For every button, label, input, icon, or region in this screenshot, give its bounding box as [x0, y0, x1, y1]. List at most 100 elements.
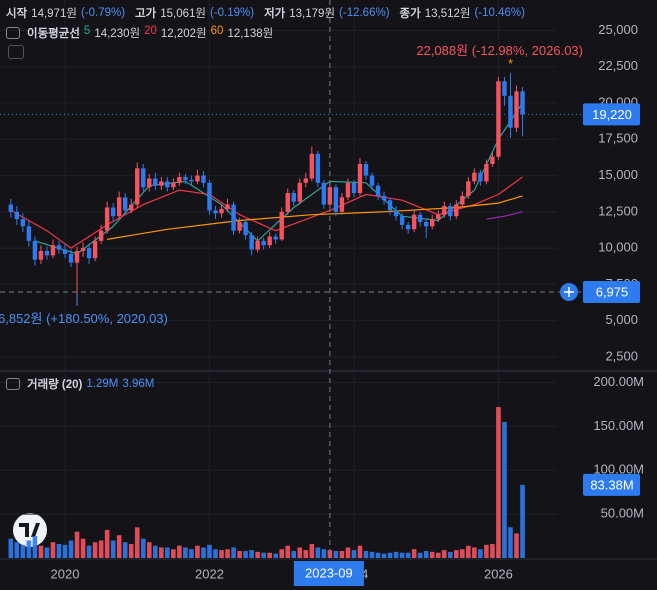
- candle-body: [496, 81, 501, 157]
- volume-tick-label: 150.00M: [593, 418, 644, 433]
- candle-body: [363, 163, 369, 176]
- volume-bar: [399, 552, 405, 558]
- volume-bar: [315, 547, 321, 558]
- candle-body: [321, 182, 327, 205]
- candle-body: [8, 204, 14, 212]
- y-tick-label: 17,500: [598, 131, 638, 146]
- candle-body: [80, 248, 86, 252]
- volume-bar: [225, 549, 230, 558]
- candle-body: [183, 177, 188, 180]
- candle-body: [357, 163, 363, 193]
- volume-bar: [8, 538, 14, 558]
- volume-bar: [153, 545, 158, 558]
- candle-body: [345, 182, 351, 198]
- volume-bar: [393, 551, 399, 558]
- candle-body: [231, 204, 236, 231]
- candle-body: [44, 251, 50, 256]
- crosshair-label-box: [293, 561, 364, 586]
- collapse-button[interactable]: [8, 45, 24, 59]
- volume-bar: [165, 547, 170, 558]
- volume-bar: [92, 542, 98, 558]
- visibility-icon[interactable]: [6, 378, 20, 390]
- volume-bar: [128, 543, 134, 558]
- volume-bar: [98, 540, 104, 558]
- volume-title[interactable]: 거래량 (20): [27, 379, 83, 391]
- volume-bar: [140, 538, 146, 558]
- ohlc-value: 15,061원: [160, 8, 206, 20]
- candle-body: [129, 204, 134, 211]
- x-tick-label: 2020: [51, 566, 80, 581]
- annotation-label: 6,852원 (+180.50%, 2020.03): [0, 311, 168, 326]
- volume-bar: [80, 538, 86, 558]
- x-tick-label: 2022: [195, 566, 224, 581]
- volume-bar: [56, 543, 62, 558]
- candle-body: [26, 226, 32, 241]
- volume-bar: [159, 547, 164, 558]
- volume-bar: [213, 549, 218, 558]
- volume-ma-value: 3.96M: [122, 378, 155, 390]
- visibility-icon[interactable]: [6, 27, 20, 39]
- candle-body: [460, 195, 465, 205]
- ohlc-label: 시작: [6, 8, 28, 20]
- volume-bar: [327, 550, 333, 558]
- price-label: 6,975: [596, 284, 629, 299]
- volume-bar: [454, 550, 459, 558]
- volume-bar: [122, 542, 128, 558]
- volume-bar: [369, 551, 375, 558]
- candle-body: [375, 185, 381, 196]
- candle-body: [147, 178, 152, 188]
- volume-bars: [8, 407, 525, 558]
- candle-body: [219, 208, 224, 214]
- volume-bar: [237, 550, 242, 558]
- crosshair-label: 2023-09: [305, 565, 353, 580]
- candle-body: [50, 245, 56, 256]
- ma-items: 5 14,230원 20 12,202원 60 12,138원: [84, 25, 273, 41]
- volume-bar: [243, 550, 248, 558]
- candle-body: [508, 95, 513, 128]
- candle-body: [159, 181, 164, 186]
- candle-body: [472, 172, 477, 182]
- volume-bar: [297, 547, 303, 558]
- candle-body: [297, 182, 302, 202]
- volume-bar: [405, 552, 411, 558]
- volume-bar: [520, 484, 525, 558]
- volume-bar: [309, 543, 315, 558]
- candle-body: [74, 251, 80, 263]
- candle-body: [195, 175, 200, 182]
- volume-bar: [219, 550, 224, 558]
- volume-bar: [32, 536, 38, 558]
- volume-bar: [261, 552, 266, 558]
- candle-body: [255, 240, 260, 250]
- y-tick-label: 2,500: [605, 348, 638, 363]
- candle-body: [393, 210, 399, 217]
- candle-body: [327, 187, 333, 205]
- candle-body: [86, 248, 92, 259]
- moving-average-line: [486, 211, 523, 220]
- candle-body: [369, 175, 375, 186]
- volume-bar: [417, 552, 423, 558]
- volume-bar: [375, 552, 381, 558]
- volume-bar: [333, 550, 339, 558]
- candle-body: [20, 219, 26, 227]
- volume-bar: [351, 550, 357, 558]
- candle-body: [285, 192, 290, 212]
- volume-tick-label: 200.00M: [593, 374, 644, 389]
- ohlc-legend: 시작 14,971원 (-0.79%) 고가 15,061원 (-0.19%) 저가 13…: [6, 5, 531, 21]
- ohlc-value: 13,512원: [424, 8, 471, 20]
- ma-title[interactable]: 이동평균선: [27, 28, 80, 40]
- candle-body: [351, 182, 357, 193]
- volume-tick-label: 100.00M: [593, 462, 644, 477]
- moving-average-line: [107, 195, 523, 240]
- candle-body: [339, 197, 345, 212]
- volume-bar: [68, 540, 74, 558]
- candle-body: [514, 91, 519, 128]
- candle-body: [110, 207, 116, 217]
- ma-value: 14,230원: [94, 28, 141, 40]
- tv-logo: [13, 513, 47, 547]
- candle-body: [436, 214, 441, 220]
- y-tick-label: 22,500: [598, 58, 638, 73]
- candle-body: [98, 230, 104, 241]
- candle-body: [153, 178, 158, 186]
